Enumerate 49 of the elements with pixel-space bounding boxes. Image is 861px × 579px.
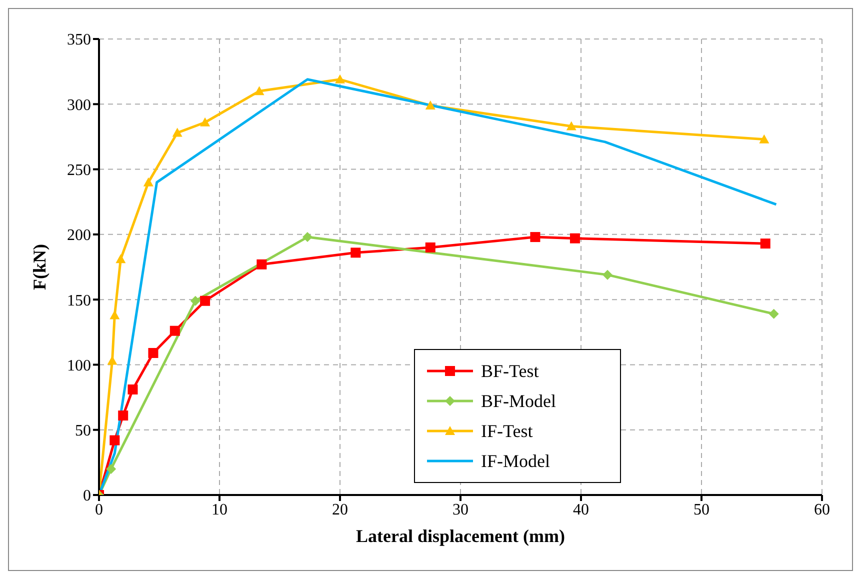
point	[254, 86, 264, 96]
y-tick-label: 250	[67, 162, 91, 179]
point	[530, 232, 540, 242]
point	[172, 128, 182, 137]
x-axis-title: Lateral displacement (mm)	[356, 526, 565, 546]
y-tick-label: 150	[67, 292, 91, 310]
point	[200, 117, 210, 126]
x-tick-label: 0	[95, 501, 103, 518]
y-axis-title: F(kN)	[29, 244, 50, 290]
point	[110, 435, 120, 446]
y-tick-label: 100	[67, 357, 91, 374]
point	[190, 296, 200, 306]
point	[118, 410, 128, 421]
point	[602, 270, 613, 280]
x-tick-label: 30	[452, 501, 468, 518]
legend-label: IF-Model	[481, 450, 550, 473]
y-tick-label: 350	[67, 32, 91, 49]
point	[116, 254, 126, 264]
point	[425, 242, 436, 252]
point	[170, 326, 180, 336]
legend-label: IF-Test	[481, 420, 533, 443]
point	[200, 296, 210, 306]
y-tick-label: 300	[67, 96, 91, 114]
x-tick-label: 40	[573, 501, 589, 518]
point	[256, 259, 267, 270]
x-tick-label: 10	[212, 501, 228, 518]
point	[110, 310, 120, 320]
point	[106, 464, 116, 474]
point	[425, 100, 436, 110]
point	[570, 233, 580, 244]
point	[768, 308, 779, 319]
point	[128, 384, 138, 394]
point	[335, 74, 345, 84]
y-tick-label: 200	[67, 227, 91, 244]
point	[143, 177, 154, 186]
y-tick-label: 0	[83, 488, 91, 505]
x-tick-label: 20	[332, 501, 348, 518]
point	[302, 232, 312, 242]
point	[566, 121, 576, 130]
point	[350, 248, 361, 258]
legend-label: BF-Test	[481, 360, 539, 383]
x-tick-label: 60	[814, 501, 830, 518]
legend-label: BF-Model	[481, 390, 556, 413]
y-tick-label: 50	[75, 422, 91, 440]
point	[107, 356, 118, 365]
point	[148, 348, 158, 358]
x-tick-label: 50	[694, 501, 710, 518]
point	[759, 134, 770, 144]
point	[760, 238, 770, 249]
